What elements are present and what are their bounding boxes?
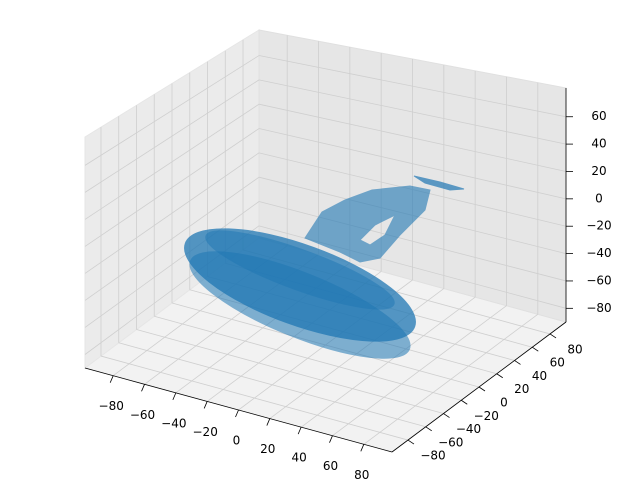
y-tick-label: −40 <box>456 422 481 436</box>
z-tick-label: −80 <box>586 301 611 315</box>
tick-mark <box>443 413 450 418</box>
x-tick-label: 20 <box>260 442 275 456</box>
y-tick-label: 0 <box>500 396 508 410</box>
tick-mark <box>407 439 415 445</box>
tick-mark <box>172 392 177 401</box>
surface-patch <box>413 175 465 191</box>
z-grid-line <box>258 79 567 145</box>
axis-line <box>391 321 567 453</box>
z-grid-line <box>84 128 260 247</box>
z-tick-label: 0 <box>595 191 603 205</box>
tick-mark <box>329 435 333 443</box>
z-tick-label: 20 <box>591 164 606 178</box>
surface <box>184 175 465 359</box>
axis-line <box>84 367 393 453</box>
x-tick-label: −20 <box>193 425 218 439</box>
x-tick-label: 60 <box>323 459 338 473</box>
z-tick-label: −20 <box>586 219 611 233</box>
tick-mark <box>203 401 208 409</box>
x-tick-label: −60 <box>130 408 155 422</box>
z-tick-label: −40 <box>586 246 611 260</box>
y-grid-line <box>136 329 444 414</box>
y-grid-line <box>100 355 409 441</box>
tick-mark <box>514 360 521 365</box>
tick-mark <box>425 426 432 432</box>
z-grid-line <box>84 152 260 274</box>
tick-mark <box>461 399 468 405</box>
x-tick-label: 40 <box>292 451 307 465</box>
y-tick-label: −60 <box>438 435 463 449</box>
x-tick-label: −80 <box>99 399 124 413</box>
y-tick-label: 60 <box>550 356 565 370</box>
tick-mark <box>109 375 114 383</box>
surface-patch <box>304 185 431 263</box>
y-grid-line <box>154 315 462 401</box>
z-grid-line <box>258 55 567 118</box>
y-tick-label: 20 <box>514 382 529 396</box>
z-grid-line <box>84 201 260 328</box>
tick-mark <box>360 444 365 452</box>
tick-mark <box>235 409 239 418</box>
z-grid-line <box>258 201 567 282</box>
surface-patch <box>205 230 395 310</box>
x-tick-label: 0 <box>233 434 241 448</box>
tick-mark <box>297 426 302 435</box>
tick-mark <box>549 333 557 339</box>
tick-labels: −80−60−40−20020406080−80−60−40−200204060… <box>84 88 612 480</box>
tick-mark <box>266 418 271 426</box>
z-grid-line <box>84 176 260 301</box>
y-tick-label: 40 <box>532 369 547 383</box>
tick-mark <box>478 386 486 392</box>
z-grid-line <box>84 55 260 166</box>
z-tick-label: 40 <box>591 137 606 151</box>
z-grid-line <box>84 103 260 220</box>
y-tick-label: −20 <box>474 409 499 423</box>
z-grid-line <box>258 128 567 200</box>
tick-mark <box>496 373 503 379</box>
z-grid-line <box>258 103 567 172</box>
y-grid-line <box>118 342 426 428</box>
x-tick-label: 80 <box>354 468 369 480</box>
z-tick-label: 60 <box>591 109 606 123</box>
x-tick-label: −40 <box>161 416 186 430</box>
z-tick-label: −60 <box>586 273 611 287</box>
y-tick-label: −80 <box>420 449 445 463</box>
y-tick-label: 80 <box>567 342 582 356</box>
tick-mark <box>532 346 539 352</box>
tick-mark <box>141 384 145 392</box>
z-grid-line <box>84 79 260 193</box>
